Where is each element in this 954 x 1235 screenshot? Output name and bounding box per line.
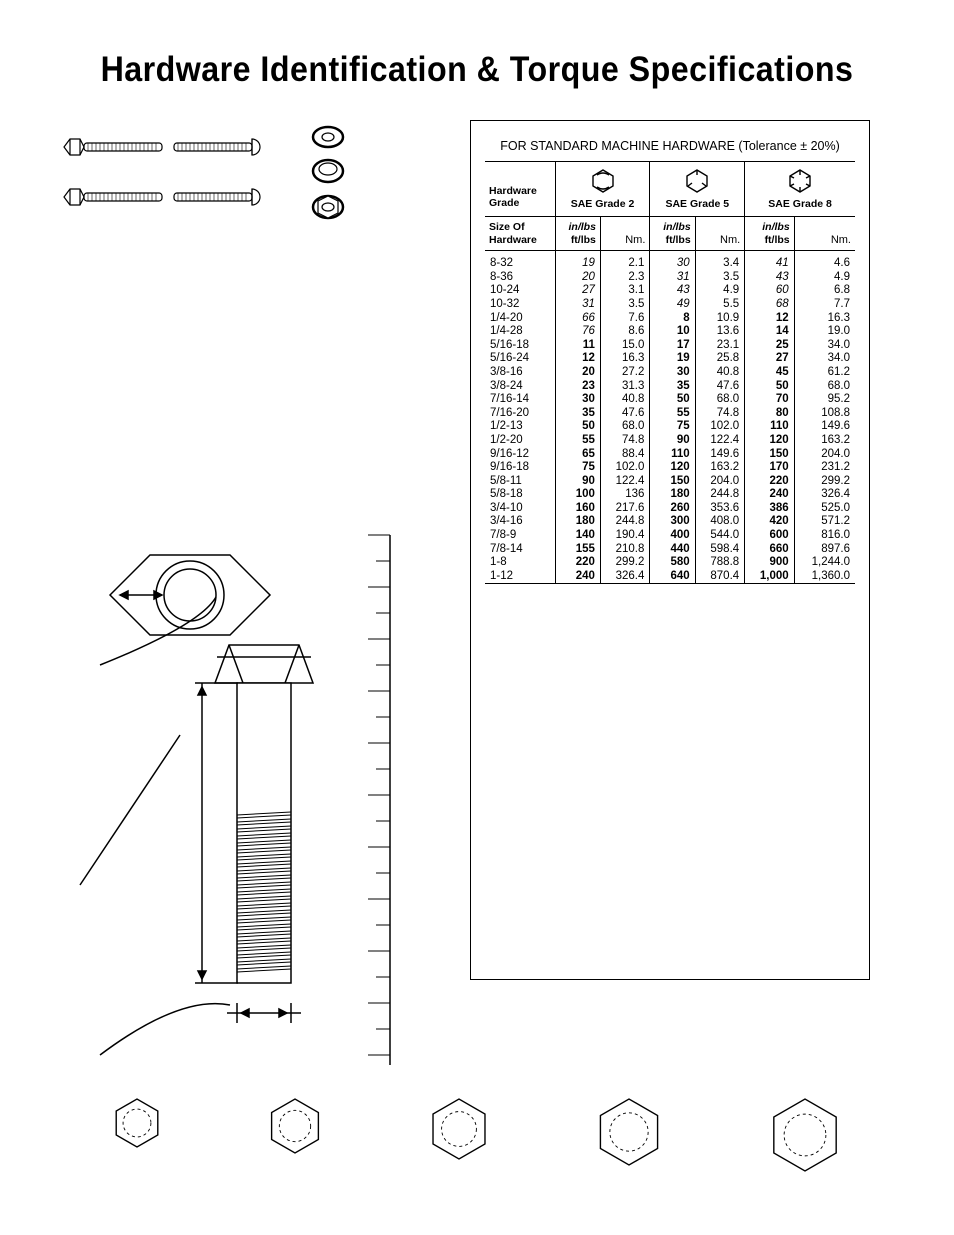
grade-2-header: SAE Grade 2: [555, 162, 650, 217]
bolt-measurement-diagram: [60, 535, 440, 1155]
hex-head-icon: [109, 1095, 165, 1151]
table-row: 1/2-135068.075102.0110149.6: [485, 420, 855, 434]
table-row: 5/16-181115.01723.12534.0: [485, 338, 855, 352]
panel-heading: FOR STANDARD MACHINE HARDWARE (Tolerance…: [485, 139, 855, 153]
grade-5-header: SAE Grade 5: [650, 162, 745, 217]
hardware-illustration: [60, 125, 440, 265]
table-row: 1-12240326.4640870.41,0001,360.0: [485, 569, 855, 583]
unit-g8-nm: Nm.: [794, 217, 855, 251]
unit-g2-lbs: in/lbsft/lbs: [555, 217, 600, 251]
unit-g5-nm: Nm.: [695, 217, 744, 251]
table-row: 9/16-1875102.0120163.2170231.2: [485, 460, 855, 474]
table-row: 7/8-9140190.4400544.0600816.0: [485, 528, 855, 542]
torque-table: HardwareGrade SAE Grade 2 SAE Grade 5 SA…: [485, 161, 855, 584]
table-row: 1/2-205574.890122.4120163.2: [485, 433, 855, 447]
table-row: 7/16-143040.85068.07095.2: [485, 392, 855, 406]
table-row: 8-32192.1303.4414.6: [485, 251, 855, 270]
table-row: 9/16-126588.4110149.6150204.0: [485, 447, 855, 461]
torque-table-panel: FOR STANDARD MACHINE HARDWARE (Tolerance…: [470, 120, 870, 980]
table-row: 1-8220299.2580788.89001,244.0: [485, 555, 855, 569]
unit-g2-nm: Nm.: [600, 217, 649, 251]
table-row: 1/4-28768.61013.61419.0: [485, 324, 855, 338]
table-row: 10-32313.5495.5687.7: [485, 297, 855, 311]
hex-head-icon: [264, 1095, 326, 1157]
table-row: 3/8-242331.33547.65068.0: [485, 379, 855, 393]
table-row: 8-36202.3313.5434.9: [485, 270, 855, 284]
table-row: 7/8-14155210.8440598.4660897.6: [485, 542, 855, 556]
hex-head-icon: [765, 1095, 845, 1175]
table-row: 1/4-20667.6810.91216.3: [485, 311, 855, 325]
hex-head-icon: [425, 1095, 493, 1163]
unit-g8-lbs: in/lbsft/lbs: [745, 217, 794, 251]
table-row: 3/4-16180244.8300408.0420571.2: [485, 515, 855, 529]
unit-g5-lbs: in/lbsft/lbs: [650, 217, 695, 251]
size-header: Size OfHardware: [485, 217, 555, 251]
table-row: 10-24273.1434.9606.8: [485, 284, 855, 298]
bottom-hex-row: [0, 1095, 954, 1175]
table-row: 5/8-1190122.4150204.0220299.2: [485, 474, 855, 488]
hex-head-icon: [592, 1095, 666, 1169]
table-row: 5/8-18100136180244.8240326.4: [485, 487, 855, 501]
table-row: 3/4-10160217.6260353.6386525.0: [485, 501, 855, 515]
grade-8-header: SAE Grade 8: [745, 162, 855, 217]
table-row: 5/16-241216.31925.82734.0: [485, 352, 855, 366]
page-title: Hardware Identification & Torque Specifi…: [93, 50, 860, 90]
table-row: 7/16-203547.65574.880108.8: [485, 406, 855, 420]
table-row: 3/8-162027.23040.84561.2: [485, 365, 855, 379]
grade-header-label: HardwareGrade: [485, 162, 555, 217]
